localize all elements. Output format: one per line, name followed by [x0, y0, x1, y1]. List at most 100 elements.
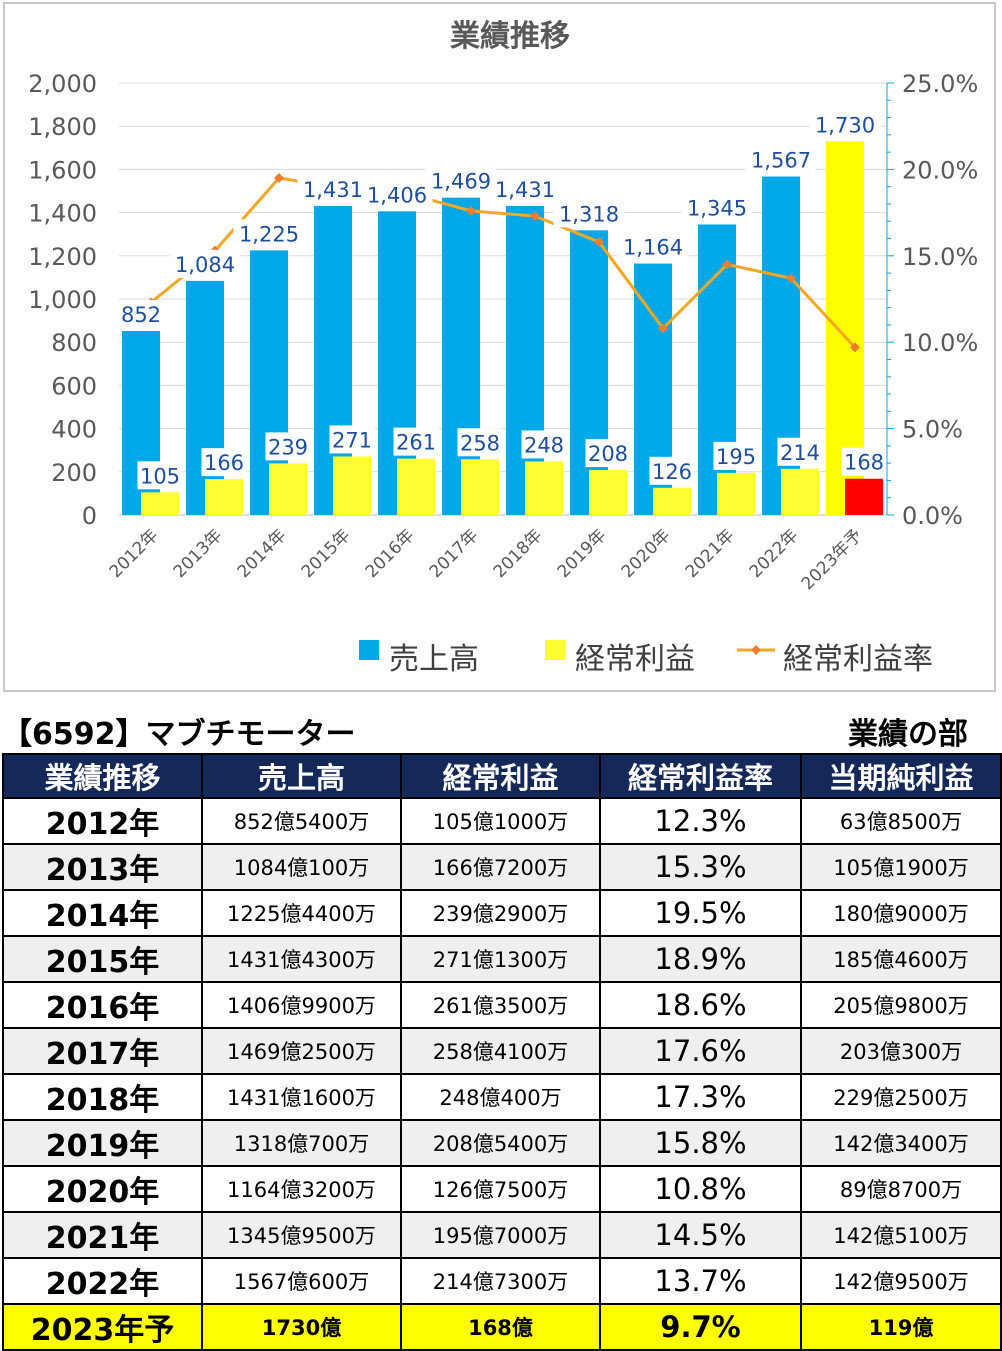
- net-income-cell: 185億4600万: [800, 935, 1002, 983]
- section-title: 業績の部: [848, 717, 968, 752]
- x-axis-tick-label: 2015年: [298, 525, 355, 582]
- y-axis-tick-label: 1,000: [28, 286, 97, 314]
- ordinary-margin-cell: 18.9%: [599, 935, 802, 983]
- ordinary-profit-cell: 105億1000万: [400, 797, 601, 845]
- y-axis-tick-label: 1,400: [28, 200, 97, 228]
- column-header-ordinary-profit: 経常利益: [400, 753, 601, 799]
- net-income-cell: 63億8500万: [800, 797, 1002, 845]
- ordinary-profit-data-label-bg: [841, 447, 887, 476]
- ordinary-profit-data-label-bg: [137, 461, 183, 490]
- ordinary-profit-data-label: 168: [844, 451, 884, 475]
- ordinary-profit-data-label: 261: [396, 431, 436, 455]
- table-row: 2015年 1431億4300万 271億1300万 18.9% 185億4600万: [2, 935, 1002, 983]
- sales-cell: 1431億4300万: [201, 935, 402, 983]
- table-row: 2014年 1225億4400万 239億2900万 19.5% 180億9000万: [2, 889, 1002, 937]
- ordinary-profit-bar: [653, 487, 691, 515]
- year-cell: 2014年: [2, 889, 203, 937]
- net-income-cell: 142億5100万: [800, 1211, 1002, 1259]
- ordinary-profit-data-label: 195: [716, 445, 756, 469]
- ordinary-profit-cell: 261億3500万: [400, 981, 601, 1029]
- y2-axis-tick-label: 5.0%: [902, 416, 963, 444]
- ordinary-profit-cell: 258億4100万: [400, 1027, 601, 1075]
- sales-cell: 1345億9500万: [201, 1211, 402, 1259]
- sales-bar: [698, 224, 736, 516]
- year-cell: 2013年: [2, 843, 203, 891]
- x-axis-tick-label: 2017年: [426, 525, 483, 582]
- ordinary-margin-cell: 9.7%: [599, 1303, 802, 1351]
- year-cell: 2019年: [2, 1119, 203, 1167]
- ordinary-profit-data-label: 126: [652, 460, 692, 484]
- ordinary-profit-bar: [461, 459, 499, 515]
- sales-data-label: 1,406: [367, 183, 427, 207]
- ordinary-margin-cell: 12.3%: [599, 797, 802, 845]
- legend-swatch-sales: [359, 640, 379, 660]
- sales-cell: 1730億: [201, 1303, 402, 1351]
- sales-data-label: 1,469: [431, 170, 491, 194]
- table-row: 2016年 1406億9900万 261億3500万 18.6% 205億9800万: [2, 981, 1002, 1029]
- column-header-net-income: 当期純利益: [800, 753, 1002, 799]
- ordinary-margin-cell: 19.5%: [599, 889, 802, 937]
- ordinary-profit-data-label-bg: [265, 432, 311, 461]
- legend-swatch-ordinary-profit: [545, 640, 565, 660]
- ordinary-profit-cell: 126億7500万: [400, 1165, 601, 1213]
- ordinary-profit-cell: 195億7000万: [400, 1211, 601, 1259]
- sales-data-label-bg: [297, 174, 369, 203]
- table-row: 2022年 1567億600万 214億7300万 13.7% 142億9500万: [2, 1257, 1002, 1305]
- performance-chart: 業績推移 0 200 400 600 800 1,000 1,200 1,400 1,600 1,8…: [28, 19, 978, 677]
- sales-data-label-bg: [425, 166, 497, 195]
- ordinary-profit-data-label-bg: [457, 428, 503, 457]
- margin-point: [274, 173, 284, 183]
- margin-line: [150, 176, 857, 349]
- table-row: 2021年 1345億9500万 195億7000万 14.5% 142億5100万: [2, 1211, 1002, 1259]
- table-row: 2020年 1164億3200万 126億7500万 10.8% 89億8700万: [2, 1165, 1002, 1213]
- column-header-ordinary-margin: 経常利益率: [599, 753, 802, 799]
- net-income-cell: 203億300万: [800, 1027, 1002, 1075]
- ordinary-profit-bar: [845, 478, 883, 515]
- ordinary-profit-data-label: 105: [140, 464, 180, 488]
- y2-axis-tick-label: 15.0%: [902, 243, 978, 271]
- year-cell: 2018年: [2, 1073, 203, 1121]
- y-axis-tick-label: 2,000: [28, 70, 97, 98]
- x-axis-tick-label: 2019年: [554, 525, 611, 582]
- legend-label-sales: 売上高: [389, 642, 479, 677]
- y-axis-tick-label: 200: [51, 459, 97, 487]
- sales-cell: 1406億9900万: [201, 981, 402, 1029]
- performance-table: 業績推移 売上高 経常利益 経常利益率 当期純利益 2012年 852億5400万…: [2, 753, 1002, 1351]
- y2-axis-tick-label: 0.0%: [902, 502, 963, 530]
- margin-point: [850, 342, 860, 353]
- ordinary-profit-cell: 168億: [400, 1303, 601, 1351]
- ordinary-profit-data-label-bg: [585, 439, 631, 468]
- year-cell: 2020年: [2, 1165, 203, 1213]
- x-axis-tick-label: 2021年: [682, 525, 739, 582]
- margin-point: [594, 237, 604, 247]
- legend-label-ordinary-profit: 経常利益: [575, 642, 695, 677]
- x-axis-tick-label: 2016年: [362, 525, 419, 582]
- net-income-cell: 119億: [800, 1303, 1002, 1351]
- ordinary-margin-cell: 18.6%: [599, 981, 802, 1029]
- ordinary-profit-data-label-bg: [329, 425, 375, 454]
- table-row: 2012年 852億5400万 105億1000万 12.3% 63億8500万: [2, 797, 1002, 845]
- sales-data-label: 1,084: [175, 253, 235, 277]
- ordinary-margin-cell: 17.6%: [599, 1027, 802, 1075]
- ordinary-profit-cell: 271億1300万: [400, 935, 601, 983]
- chart-frame: 業績推移 0 200 400 600 800 1,000 1,200 1,400 1,600 1,8…: [3, 2, 996, 692]
- sales-cell: 1469億2500万: [201, 1027, 402, 1075]
- ordinary-profit-cell: 208億5400万: [400, 1119, 601, 1167]
- table-row: 2017年 1469億2500万 258億4100万 17.6% 203億300万: [2, 1027, 1002, 1075]
- y-axis-tick-label: 800: [51, 329, 97, 357]
- net-income-cell: 105億1900万: [800, 843, 1002, 891]
- x-axis-tick-label: 2013年: [170, 525, 227, 582]
- ordinary-profit-bar: [141, 492, 179, 515]
- ordinary-margin-cell: 14.5%: [599, 1211, 802, 1259]
- ordinary-profit-bar: [269, 463, 307, 515]
- sales-data-label-bg: [489, 174, 561, 203]
- sales-data-label-bg: [809, 110, 881, 139]
- net-income-cell: 142億9500万: [800, 1257, 1002, 1305]
- y-axis-tick-label: 400: [51, 416, 97, 444]
- year-cell: 2023年予: [2, 1303, 203, 1351]
- x-axis-tick-label: 2014年: [234, 525, 291, 582]
- sales-data-label-bg: [617, 232, 689, 261]
- margin-point: [466, 205, 476, 216]
- y2-axis-tick-label: 10.0%: [902, 329, 978, 357]
- x-axis-tick-label: 2022年: [746, 525, 803, 582]
